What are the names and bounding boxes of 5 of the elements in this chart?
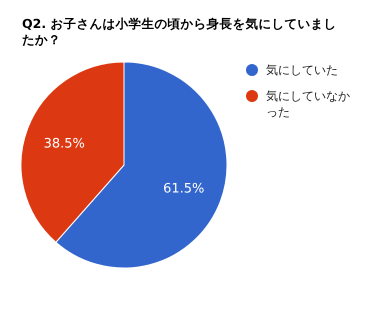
- legend-label: 気にしていた: [266, 62, 338, 78]
- chart-title: Q2. お子さんは小学生の頃から身長を気にしていましたか？: [22, 16, 338, 48]
- legend-label: 気にしていなかった: [266, 88, 351, 120]
- data-label: 61.5%: [163, 182, 204, 197]
- data-label: 38.5%: [44, 136, 85, 152]
